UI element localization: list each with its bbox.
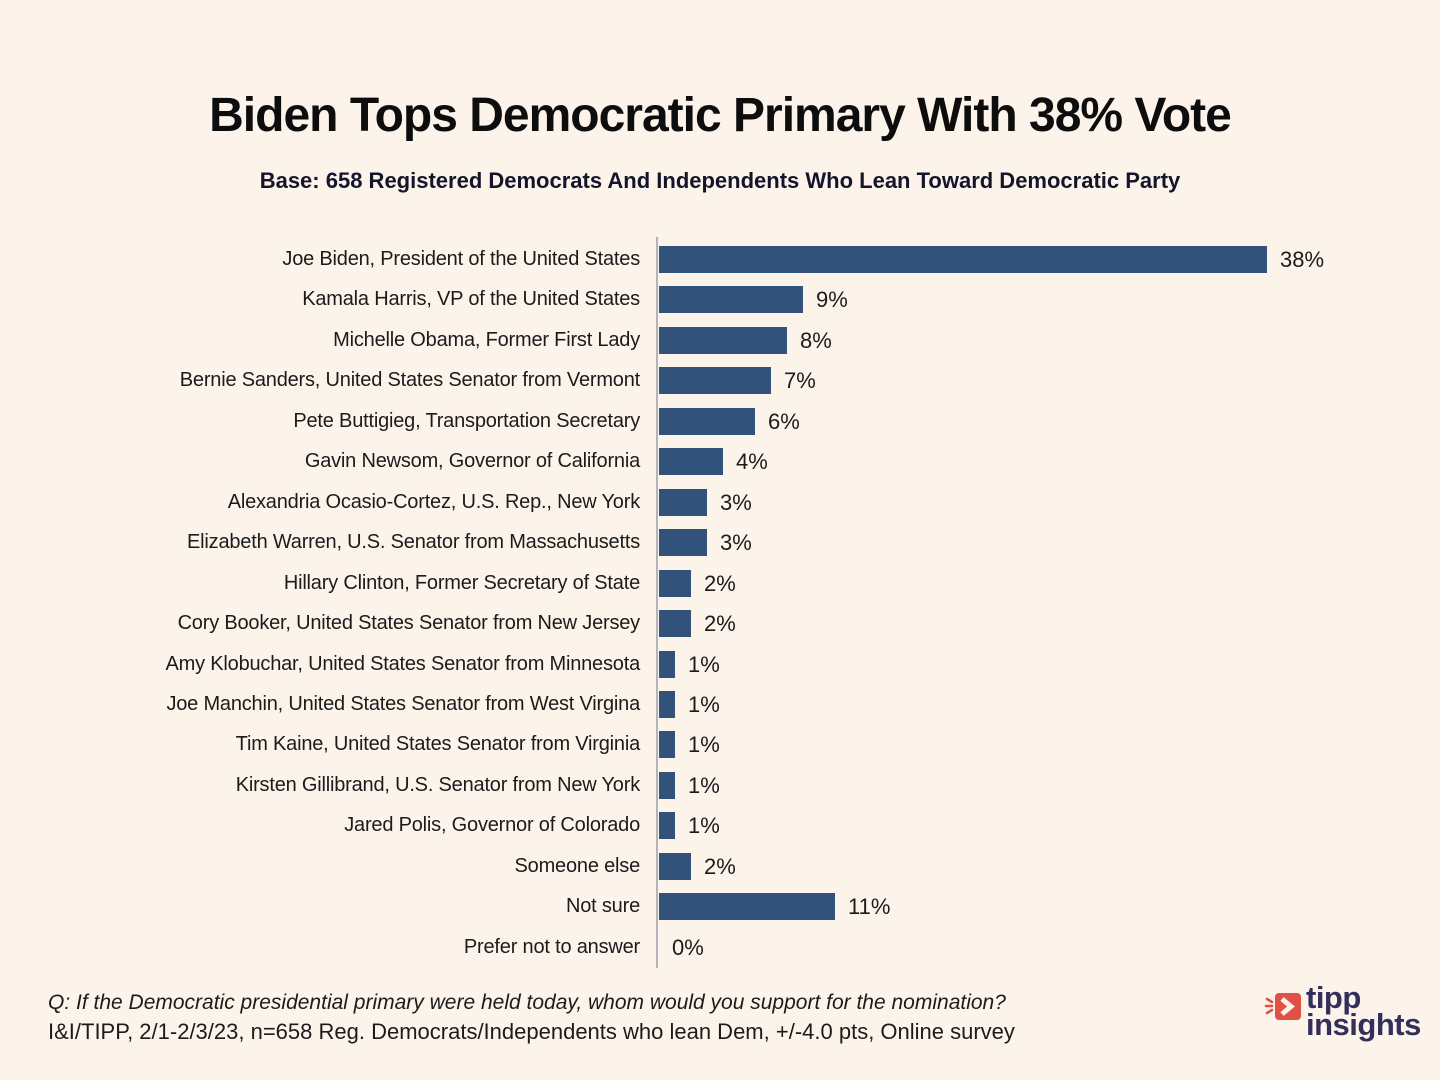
category-label: Bernie Sanders, United States Senator fr…: [179, 369, 640, 392]
value-label: 4%: [736, 449, 768, 475]
value-label: 1%: [688, 732, 720, 758]
category-label: Gavin Newsom, Governor of California: [304, 450, 640, 473]
chart-row: Alexandria Ocasio-Cortez, U.S. Rep., New…: [0, 488, 1440, 516]
chart-row: Prefer not to answer 0%: [0, 934, 1440, 961]
category-label: Kamala Harris, VP of the United States: [302, 288, 640, 311]
page-title: Biden Tops Democratic Primary With 38% V…: [209, 89, 1232, 142]
value-label: 2%: [704, 853, 736, 879]
bar: [659, 852, 691, 880]
category-label: Someone else: [514, 854, 641, 877]
bar: [659, 771, 675, 799]
bar: [659, 731, 675, 759]
bar: [659, 893, 835, 921]
chart-row: Elizabeth Warren, U.S. Senator from Mass…: [0, 529, 1440, 557]
chart-row: Amy Klobuchar, United States Senator fro…: [0, 650, 1440, 678]
value-label: 1%: [688, 813, 720, 839]
chart-row: Not sure 11%: [0, 893, 1440, 921]
category-label: Prefer not to answer: [463, 935, 640, 958]
bar: [659, 650, 675, 678]
chart-subtitle: Base: 658 Registered Democrats And Indep…: [259, 168, 1181, 193]
value-label: 3%: [720, 530, 752, 556]
category-label: Joe Manchin, United States Senator from …: [166, 692, 640, 715]
tipp-arrow-icon: [1264, 991, 1302, 1028]
value-label: 0%: [672, 934, 704, 960]
bar: [659, 690, 675, 718]
category-label: Cory Booker, United States Senator from …: [177, 612, 641, 635]
bar: [659, 367, 771, 395]
chart-row: Jared Polis, Governor of Colorado 1%: [0, 812, 1440, 840]
chart-row: Cory Booker, United States Senator from …: [0, 610, 1440, 638]
bar: [659, 610, 691, 638]
bar: [659, 246, 1267, 273]
category-label: Not sure: [566, 895, 640, 918]
value-label: 1%: [688, 691, 720, 717]
chart-row: Kirsten Gillibrand, U.S. Senator from Ne…: [0, 771, 1440, 799]
chart-row: Kamala Harris, VP of the United States 9%: [0, 286, 1440, 314]
value-label: 11%: [848, 894, 891, 920]
category-label: Tim Kaine, United States Senator from Vi…: [235, 733, 641, 756]
logo-line-insights: insights: [1306, 1007, 1421, 1042]
category-label: Hillary Clinton, Former Secretary of Sta…: [283, 571, 640, 594]
bar: [659, 569, 691, 597]
chart-row: Joe Manchin, United States Senator from …: [0, 690, 1440, 718]
category-label: Jared Polis, Governor of Colorado: [344, 814, 640, 837]
category-label: Pete Buttigieg, Transportation Secretary: [293, 409, 640, 432]
chart-row: Gavin Newsom, Governor of California 4%: [0, 448, 1440, 476]
chart-row: Michelle Obama, Former First Lady 8%: [0, 326, 1440, 354]
bar: [659, 326, 787, 354]
survey-source: I&I/TIPP, 2/1-2/3/23, n=658 Reg. Democra…: [48, 1019, 1015, 1044]
bar: [659, 407, 755, 435]
value-label: 8%: [800, 327, 832, 353]
value-label: 7%: [784, 368, 816, 394]
category-label: Joe Biden, President of the United State…: [282, 248, 640, 270]
value-label: 3%: [720, 489, 752, 515]
logo-line-tipp: tipp: [1306, 980, 1361, 1015]
value-label: 1%: [688, 772, 720, 798]
value-label: 1%: [688, 651, 720, 677]
value-label: 2%: [704, 570, 736, 596]
value-label: 38%: [1280, 247, 1325, 272]
bar: [659, 529, 707, 557]
y-axis-line: [656, 237, 658, 968]
logo-wordmark: tipp insights: [1306, 980, 1421, 1042]
survey-question: Q: If the Democratic presidential primar…: [48, 991, 1006, 1014]
category-label: Alexandria Ocasio-Cortez, U.S. Rep., New…: [227, 490, 640, 513]
category-label: Elizabeth Warren, U.S. Senator from Mass…: [187, 531, 640, 554]
chart-row: Someone else 2%: [0, 852, 1440, 880]
chart-row: Joe Biden, President of the United State…: [0, 246, 1440, 273]
bar: [659, 812, 675, 840]
value-label: 9%: [816, 287, 848, 313]
category-label: Michelle Obama, Former First Lady: [333, 328, 640, 351]
value-label: 2%: [704, 611, 736, 637]
tipp-insights-logo: tipp insights: [1264, 980, 1421, 1042]
bar: [659, 448, 723, 476]
bar: [659, 286, 803, 314]
category-label: Kirsten Gillibrand, U.S. Senator from Ne…: [235, 773, 641, 796]
chart-row: Hillary Clinton, Former Secretary of Sta…: [0, 569, 1440, 597]
category-label: Amy Klobuchar, United States Senator fro…: [165, 652, 641, 675]
chart-row: Bernie Sanders, United States Senator fr…: [0, 367, 1440, 395]
chart-row: Tim Kaine, United States Senator from Vi…: [0, 731, 1440, 759]
value-label: 6%: [768, 408, 800, 434]
chart-row: Pete Buttigieg, Transportation Secretary…: [0, 407, 1440, 435]
bar: [659, 488, 707, 516]
